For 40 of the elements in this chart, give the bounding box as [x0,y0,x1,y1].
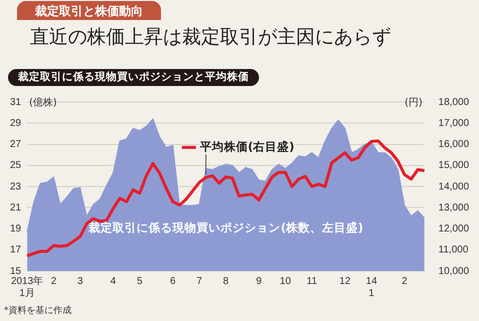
y-tick-label: 27 [10,139,22,150]
y2-tick-label: 18,000 [438,96,470,108]
y2-tick-label: 16,000 [438,139,470,150]
y2-tick-label: 10,000 [438,266,470,277]
y-tick-label: 15 [10,266,22,277]
x-tick-label: 4 [110,276,116,287]
x-tick-label: 5 [136,276,143,287]
legend-label: 平均株価(右目盛) [198,139,294,154]
x-tick-label: 11 [306,276,318,287]
y2-tick-label: 15,000 [438,160,470,172]
y-axis-title: (億株) [29,96,58,109]
x-tick-label: 14 1 [366,276,378,299]
y2-tick-label: 12,000 [438,224,470,234]
y-tick-label: 23 [10,181,22,192]
y-tick-label: 21 [10,202,22,214]
x-tick-label: 7 [196,276,202,287]
text: 裁定取引と株価動向 [17,1,161,20]
text: *資料を基に作成 [4,304,72,317]
x-tick-label: 3 [77,276,84,287]
y-tick-label: 31 [10,96,22,108]
x-tick-label: 2 [402,276,408,287]
y-tick-label: 25 [10,160,22,172]
y2-axis-title: (円) [404,98,423,109]
x-tick-label: 9 [256,276,262,287]
x-tick-label: 12 [339,276,351,287]
y2-tick-label: 11,000 [438,244,469,256]
y-tick-label: 17 [10,244,22,256]
x-tick-label: 10 [280,276,292,287]
y-tick-label: 19 [10,224,22,234]
x-tick-label: 2 [50,276,57,287]
y2-tick-label: 14,000 [438,181,470,192]
series-label: 裁定取引に係る現物買いポジション(株数、左目盛) [88,220,364,235]
y-tick-label: 29 [10,118,22,129]
x-tick-label: 2013年 1月 [11,274,44,299]
y2-tick-label: 13,000 [438,202,470,214]
y2-tick-label: 17,000 [438,118,470,129]
chart-subtitle: 裁定取引に係る現物買いポジションと平均株価 [8,69,259,86]
x-tick-label: 8 [222,276,229,287]
chart-title: 直近の株価上昇は裁定取引が主因にあらず [30,25,391,50]
x-tick-label: 6 [170,276,176,287]
